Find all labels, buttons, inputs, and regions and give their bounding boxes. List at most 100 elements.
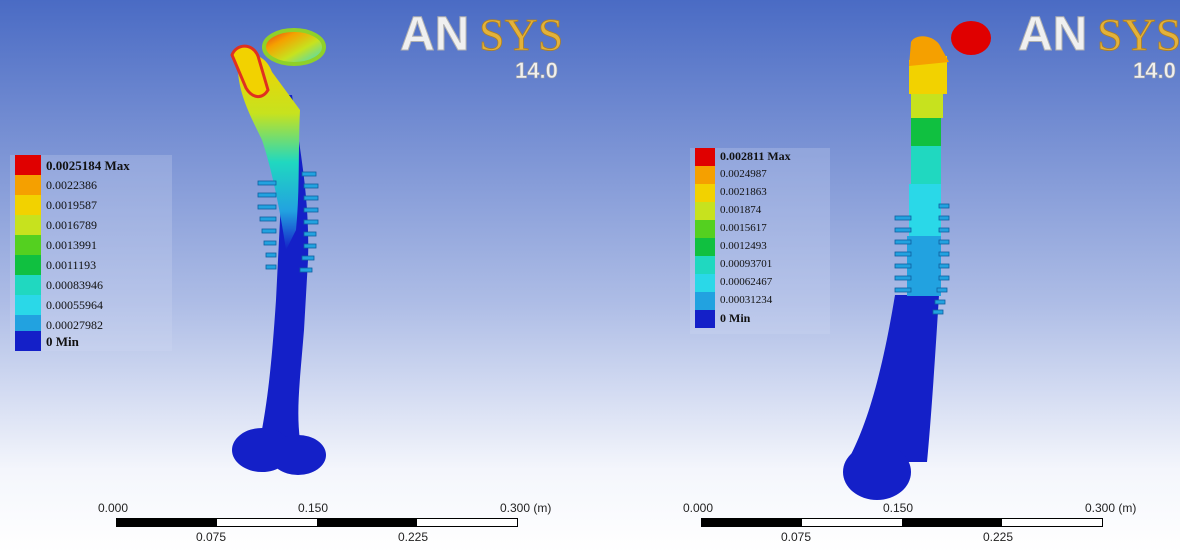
legend-swatch (15, 315, 41, 335)
legend-swatch (15, 155, 41, 175)
femur-condyle (843, 444, 911, 500)
legend-swatch (695, 148, 715, 166)
femur-band-green (911, 118, 941, 146)
logo-brand-part1: AN (1018, 8, 1087, 61)
legend-value: 0.0019587 (46, 198, 97, 212)
logo-version: 14.0 (515, 58, 558, 83)
logo-brand-part2: SYS (1097, 9, 1180, 60)
legend-min-label: 0 Min (46, 334, 79, 349)
legend-max-label: 0.002811 Max (720, 149, 791, 163)
legend-row-min: 0 Min (690, 310, 852, 328)
scale-bar-graphic (116, 518, 518, 527)
legend-row: 0.0011193 (10, 255, 172, 275)
viewport-left[interactable]: AN SYS 14.0 0.0025184 Max 0.0022386 0.00… (0, 0, 595, 553)
legend-row: 0.0012493 (690, 238, 852, 256)
scale-label: 0.150 (298, 501, 329, 515)
scale-label: 0.150 (883, 501, 914, 515)
femur-band-orange (909, 36, 949, 66)
ansys-logo: AN SYS 14.0 (395, 6, 595, 86)
legend-row: 0.0022386 (10, 175, 172, 195)
legend-swatch (695, 274, 715, 292)
legend-row: 0.00031234 (690, 292, 852, 310)
legend-left: 0.0025184 Max 0.0022386 0.0019587 0.0016… (10, 155, 172, 351)
femur-band-yellow (909, 56, 947, 94)
scale-bar-right: 0.000 0.150 0.300 (m) 0.075 0.225 (677, 500, 1157, 550)
legend-row: 0.0021863 (690, 184, 852, 202)
legend-row: 0.0015617 (690, 220, 852, 238)
legend-value: 0.0021863 (720, 186, 767, 198)
femur-shaft (847, 295, 939, 462)
scale-label: 0.225 (983, 530, 1014, 544)
legend-value: 0.00055964 (46, 298, 103, 312)
bone-screws (894, 203, 950, 315)
legend-swatch (15, 235, 41, 255)
legend-right: 0.002811 Max 0.0024987 0.0021863 0.00187… (690, 148, 830, 334)
legend-row-max: 0.0025184 Max (10, 155, 172, 175)
legend-swatch (15, 275, 41, 295)
legend-swatch (695, 256, 715, 274)
scale-label: 0.000 (683, 501, 714, 515)
legend-value: 0.00031234 (720, 294, 773, 306)
legend-swatch (695, 238, 715, 256)
legend-row: 0.00027982 (10, 315, 172, 335)
legend-swatch (15, 195, 41, 215)
femur-band-teal (911, 146, 941, 184)
legend-value: 0.0022386 (46, 178, 97, 192)
scale-label: 0.300 (m) (1085, 501, 1137, 515)
legend-value: 0.0016789 (46, 218, 97, 232)
legend-swatch (695, 310, 715, 328)
legend-swatch (15, 215, 41, 235)
femur-trochanter (230, 44, 270, 98)
logo-version: 14.0 (1133, 58, 1176, 83)
legend-row: 0.00055964 (10, 295, 172, 315)
legend-value: 0.0024987 (720, 168, 767, 180)
legend-value: 0.0015617 (720, 222, 767, 234)
legend-swatch (695, 220, 715, 238)
viewport-right[interactable]: AN SYS 14.0 0.002811 Max 0.0024987 0.002… (585, 0, 1180, 553)
legend-value: 0.00062467 (720, 276, 773, 288)
model-view-left[interactable] (0, 0, 595, 553)
legend-min-label: 0 Min (720, 311, 751, 325)
logo-brand-part2: SYS (479, 9, 563, 60)
legend-row: 0.0019587 (10, 195, 172, 215)
legend-swatch (15, 255, 41, 275)
ansys-logo: AN SYS 14.0 (1013, 6, 1180, 86)
legend-swatch (15, 295, 41, 315)
scale-label: 0.000 (98, 501, 129, 515)
legend-swatch (15, 331, 41, 351)
scale-label: 0.300 (m) (500, 501, 552, 515)
legend-row: 0.0013991 (10, 235, 172, 255)
legend-value: 0.0013991 (46, 238, 97, 252)
scale-label: 0.075 (781, 530, 812, 544)
legend-max-label: 0.0025184 Max (46, 158, 130, 173)
femur-band-lightblue (907, 236, 941, 296)
femur-band-lime (911, 94, 943, 118)
legend-swatch (695, 292, 715, 310)
legend-row: 0.00083946 (10, 275, 172, 295)
legend-swatch (15, 175, 41, 195)
legend-swatch (695, 166, 715, 184)
legend-row: 0.0024987 (690, 166, 852, 184)
model-view-right[interactable] (585, 0, 1180, 553)
legend-swatch (695, 184, 715, 202)
legend-value: 0.00093701 (720, 258, 773, 270)
legend-row: 0.00062467 (690, 274, 852, 292)
logo-brand-part1: AN (400, 8, 469, 61)
legend-row: 0.001874 (690, 202, 852, 220)
legend-value: 0.00083946 (46, 278, 103, 292)
legend-value: 0.001874 (720, 204, 762, 216)
legend-value: 0.0011193 (46, 258, 97, 272)
femur-head (262, 28, 326, 66)
bone-screws (257, 171, 319, 273)
legend-row: 0.00093701 (690, 256, 852, 274)
femur-head-max (951, 21, 991, 55)
legend-value: 0.0012493 (720, 240, 767, 252)
legend-row-max: 0.002811 Max (690, 148, 852, 166)
femur-stress-region (237, 54, 300, 250)
scale-bar-left: 0.000 0.150 0.300 (m) 0.075 0.225 (92, 500, 572, 550)
femur-band-cyan (909, 184, 941, 236)
legend-value: 0.00027982 (46, 318, 103, 332)
scale-bar-graphic (701, 518, 1103, 527)
legend-swatch (695, 202, 715, 220)
scale-label: 0.225 (398, 530, 429, 544)
